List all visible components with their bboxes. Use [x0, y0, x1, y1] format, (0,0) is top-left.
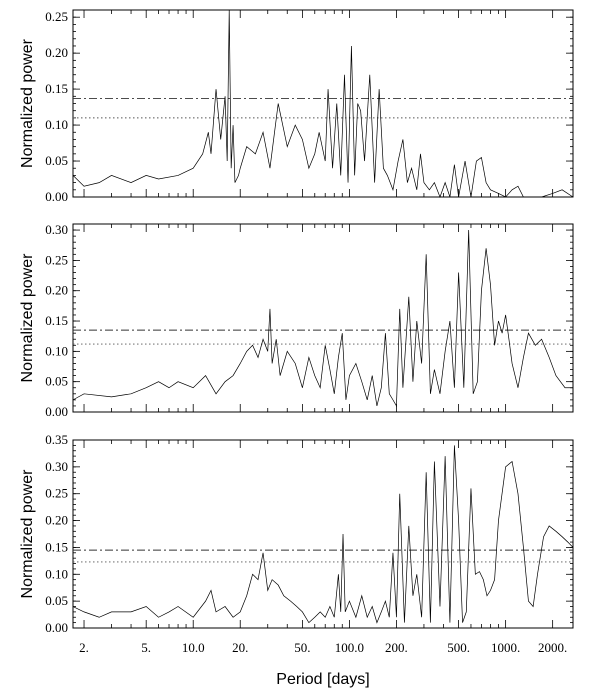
y-tick-label: 0.05: [45, 374, 68, 389]
y-tick-label: 0.15: [45, 539, 68, 554]
power-spectrum-line: [72, 445, 574, 624]
y-tick-label: 0.10: [45, 566, 68, 581]
power-spectrum-line: [72, 9, 574, 199]
x-tick-label: 1000.: [491, 640, 520, 655]
y-tick-label: 0.30: [45, 459, 68, 474]
x-tick-label: 10.0: [182, 640, 205, 655]
x-tick-label: 50.: [294, 640, 310, 655]
x-tick-label: 100.0: [335, 640, 364, 655]
plot-frame: [72, 223, 574, 413]
y-tick-label: 0.10: [45, 117, 68, 132]
power-spectrum-line: [72, 230, 573, 408]
y-tick-label: 0.20: [45, 45, 68, 60]
y-tick-label: 0.20: [45, 513, 68, 528]
x-axis-label: Period [days]: [276, 671, 369, 688]
y-tick-label: 0.15: [45, 313, 68, 328]
y-tick-label: 0.25: [45, 252, 68, 267]
x-tick-label: 500.: [447, 640, 470, 655]
y-tick-label: 0.05: [45, 593, 68, 608]
y-axis-label: Normalized power: [19, 38, 36, 168]
y-tick-label: 0.30: [45, 222, 68, 237]
x-tick-label: 5.: [141, 640, 151, 655]
y-tick-label: 0.25: [45, 486, 68, 501]
plot-frame: [72, 9, 574, 198]
plot-frame: [72, 439, 574, 629]
y-axis-label: Normalized power: [19, 253, 36, 383]
y-tick-label: 0.00: [45, 189, 68, 204]
y-tick-label: 0.00: [45, 404, 68, 419]
y-tick-label: 0.35: [45, 432, 68, 447]
y-tick-label: 0.20: [45, 283, 68, 298]
x-tick-label: 20.: [232, 640, 248, 655]
y-tick-label: 0.05: [45, 153, 68, 168]
panel-bottom: 0.00 0.05 0.10 0.15 0.20 0.25 0.30 0.35 2. 5. 10.0…: [19, 432, 574, 655]
x-tick-label: 200.: [385, 640, 408, 655]
y-tick-label: 0.00: [45, 620, 68, 635]
y-tick-label: 0.10: [45, 343, 68, 358]
y-axis-label: Normalized power: [19, 469, 36, 599]
y-tick-label: 0.15: [45, 81, 68, 96]
panel-middle: 0.00 0.05 0.10 0.15 0.20 0.25 0.30 Normalized p…: [19, 222, 574, 419]
x-tick-label: 2000.: [538, 640, 567, 655]
y-tick-label: 0.25: [45, 9, 68, 24]
x-tick-label: 2.: [79, 640, 89, 655]
panel-top: 0.00 0.05 0.10 0.15 0.20 0.25 Normalized power: [19, 9, 574, 204]
